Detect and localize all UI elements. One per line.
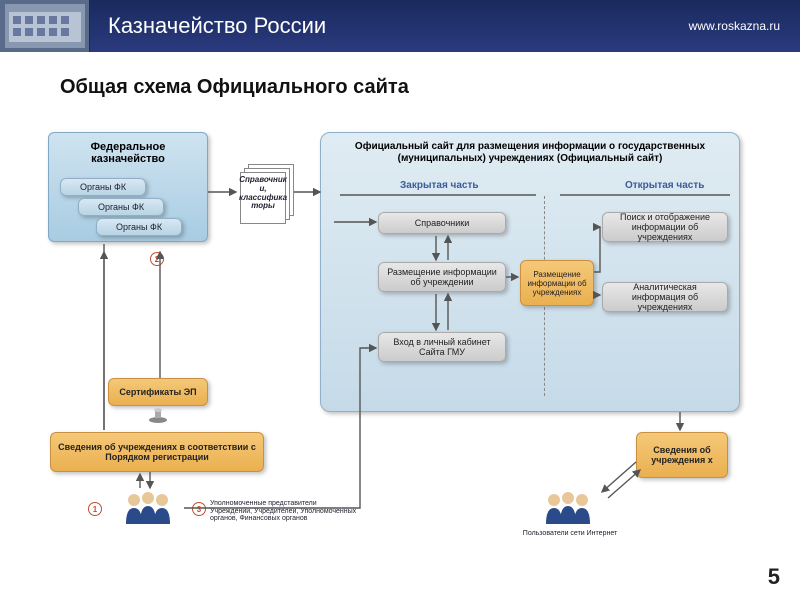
diagram-area: Общая схема Официального сайта Федеральн… — [0, 52, 800, 600]
people-right — [540, 490, 600, 524]
sved-box: Сведения об учреждения х — [636, 432, 728, 478]
closed-label: Закрытая часть — [400, 180, 479, 191]
bridge-box: Размещение информации об учреждениях — [520, 260, 594, 306]
marker-2: 2 — [150, 252, 164, 266]
open-analyt: Аналитическая информация об учреждениях — [602, 282, 728, 312]
people-left — [120, 490, 180, 524]
site-title: Официальный сайт для размещения информац… — [335, 141, 725, 165]
fk-title: Федеральное казначейство — [91, 141, 166, 165]
marker-1: 1 — [88, 502, 102, 516]
stamp-icon — [148, 408, 168, 424]
page-title: Общая схема Официального сайта — [60, 76, 409, 99]
marker-3: 3 — [192, 502, 206, 516]
open-poisk: Поиск и отображение информации об учрежд… — [602, 212, 728, 242]
page-number: 5 — [768, 564, 780, 590]
open-label: Открытая часть — [625, 180, 704, 191]
header-logo-image — [0, 0, 90, 52]
header: Казначейство России www.roskazna.ru — [0, 0, 800, 52]
header-title: Казначейство России — [90, 13, 689, 39]
footnote-left: Уполномоченные представители Учреждений,… — [210, 500, 360, 523]
closed-vhod: Вход в личный кабинет Сайта ГМУ — [378, 332, 506, 362]
closed-spravochniki: Справочники — [378, 212, 506, 234]
footnote-right: Пользователи сети Интернет — [500, 530, 640, 537]
fk-sub-1: Органы ФК — [60, 178, 146, 196]
fk-sub-3: Органы ФК — [96, 218, 182, 236]
closed-razmeshenie: Размещение информации об учреждении — [378, 262, 506, 292]
cert-box: Сертификаты ЭП — [108, 378, 208, 406]
spravochniki-label: Справочник и, классифика торы — [236, 176, 290, 211]
reg-box: Сведения об учреждениях в соответствии с… — [50, 432, 264, 472]
fk-sub-2: Органы ФК — [78, 198, 164, 216]
header-url: www.roskazna.ru — [689, 19, 800, 33]
